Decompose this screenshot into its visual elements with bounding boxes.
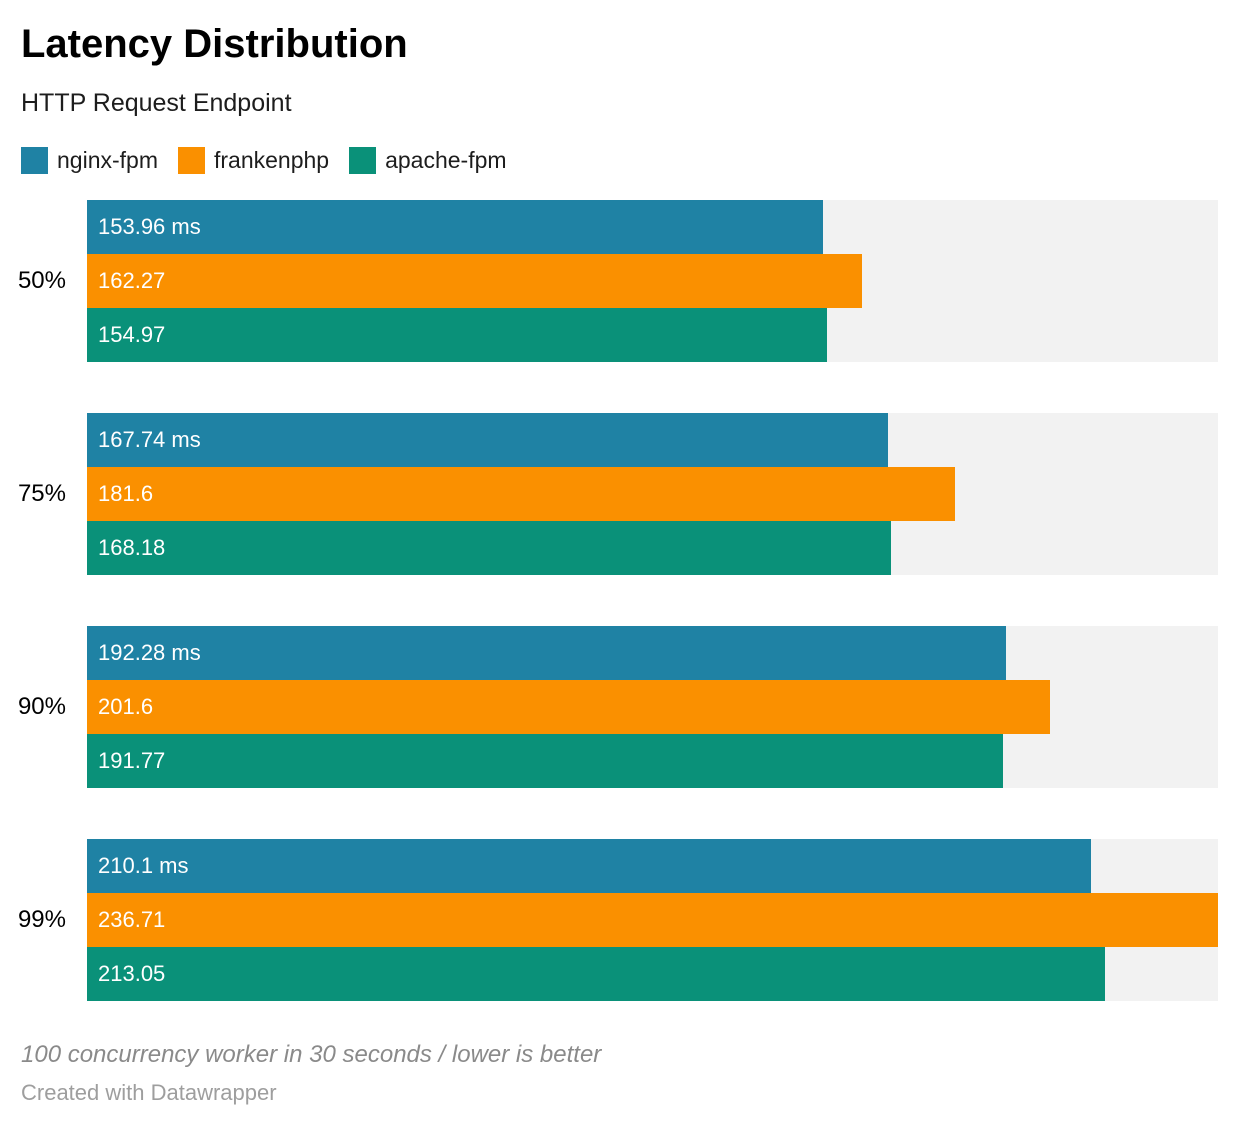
chart-footer: 100 concurrency worker in 30 seconds / l… [21,1041,1218,1106]
chart: 50% 153.96 ms 162.27 154.97 75% 167.74 ms 181.… [0,200,1218,1002]
bar-value-label: 191.77 [98,748,166,774]
bar-value-label: 167.74 ms [98,427,201,453]
legend-item-nginx-fpm: nginx-fpm [21,146,158,174]
bar-row: 210.1 ms [87,839,1218,894]
bar-row: 192.28 ms [87,626,1218,681]
bar-value-label: 153.96 ms [98,214,201,240]
bar-group-90pct: 90% 192.28 ms 201.6 191.77 [0,626,1218,789]
legend-label: frankenphp [213,146,330,173]
bar-nginx-fpm-90pct[interactable]: 192.28 ms [87,626,1006,681]
bar-nginx-fpm-99pct[interactable]: 210.1 ms [87,839,1091,894]
bar-frankenphp-75pct[interactable]: 181.6 [87,467,955,522]
bar-value-label: 236.71 [98,907,166,933]
bar-frankenphp-99pct[interactable]: 236.71 [87,893,1218,948]
bar-value-label: 162.27 [98,268,166,294]
bar-value-label: 168.18 [98,535,166,561]
bar-row: 167.74 ms [87,413,1218,468]
category-label-75pct: 75% [17,480,66,508]
bar-group-50pct: 50% 153.96 ms 162.27 154.97 [0,200,1218,363]
bar-value-label: 213.05 [98,961,166,987]
bar-frankenphp-90pct[interactable]: 201.6 [87,680,1051,735]
chart-header: Latency Distribution HTTP Request Endpoi… [0,0,1240,174]
page-title: Latency Distribution [21,22,408,66]
bar-value-label: 192.28 ms [98,640,201,666]
legend-item-apache-fpm: apache-fpm [349,146,507,174]
bar-row: 181.6 [87,467,1218,522]
bar-value-label: 181.6 [98,481,154,507]
bar-apache-fpm-75pct[interactable]: 168.18 [87,521,891,576]
bar-group-75pct: 75% 167.74 ms 181.6 168.18 [0,413,1218,576]
legend-swatch-icon [21,146,48,174]
bar-value-label: 210.1 ms [98,853,189,879]
bar-track-50pct: 153.96 ms 162.27 154.97 [87,200,1218,363]
bar-row: 154.97 [87,308,1218,363]
legend: nginx-fpm frankenphp apache-fpm [21,146,1218,174]
legend-swatch-icon [177,146,205,174]
legend-swatch-icon [349,146,377,174]
bar-nginx-fpm-50pct[interactable]: 153.96 ms [87,200,823,255]
footnote: 100 concurrency worker in 30 seconds / l… [21,1041,602,1069]
bar-apache-fpm-90pct[interactable]: 191.77 [87,734,1004,789]
bar-row: 191.77 [87,734,1218,789]
bar-row: 213.05 [87,947,1218,1002]
bar-apache-fpm-50pct[interactable]: 154.97 [87,308,828,363]
bar-track-99pct: 210.1 ms 236.71 213.05 [87,839,1218,1002]
bar-row: 201.6 [87,680,1218,735]
bar-value-label: 201.6 [98,694,154,720]
bar-apache-fpm-99pct[interactable]: 213.05 [87,947,1105,1002]
category-label-50pct: 50% [17,267,66,295]
legend-item-frankenphp: frankenphp [177,146,330,174]
bar-track-90pct: 192.28 ms 201.6 191.77 [87,626,1218,789]
chart-subtitle: HTTP Request Endpoint [21,88,292,117]
bar-value-label: 154.97 [98,322,166,348]
bar-frankenphp-50pct[interactable]: 162.27 [87,254,863,309]
bar-nginx-fpm-75pct[interactable]: 167.74 ms [87,413,889,468]
bar-track-75pct: 167.74 ms 181.6 168.18 [87,413,1218,576]
category-label-99pct: 99% [17,906,66,934]
bar-group-99pct: 99% 210.1 ms 236.71 213.05 [0,839,1218,1002]
bar-row: 153.96 ms [87,200,1218,255]
bar-row: 162.27 [87,254,1218,309]
bar-row: 168.18 [87,521,1218,576]
datawrapper-attribution: Created with Datawrapper [21,1080,277,1106]
category-label-90pct: 90% [17,693,66,721]
bar-row: 236.71 [87,893,1218,948]
legend-label: apache-fpm [385,146,507,173]
legend-label: nginx-fpm [57,146,158,173]
